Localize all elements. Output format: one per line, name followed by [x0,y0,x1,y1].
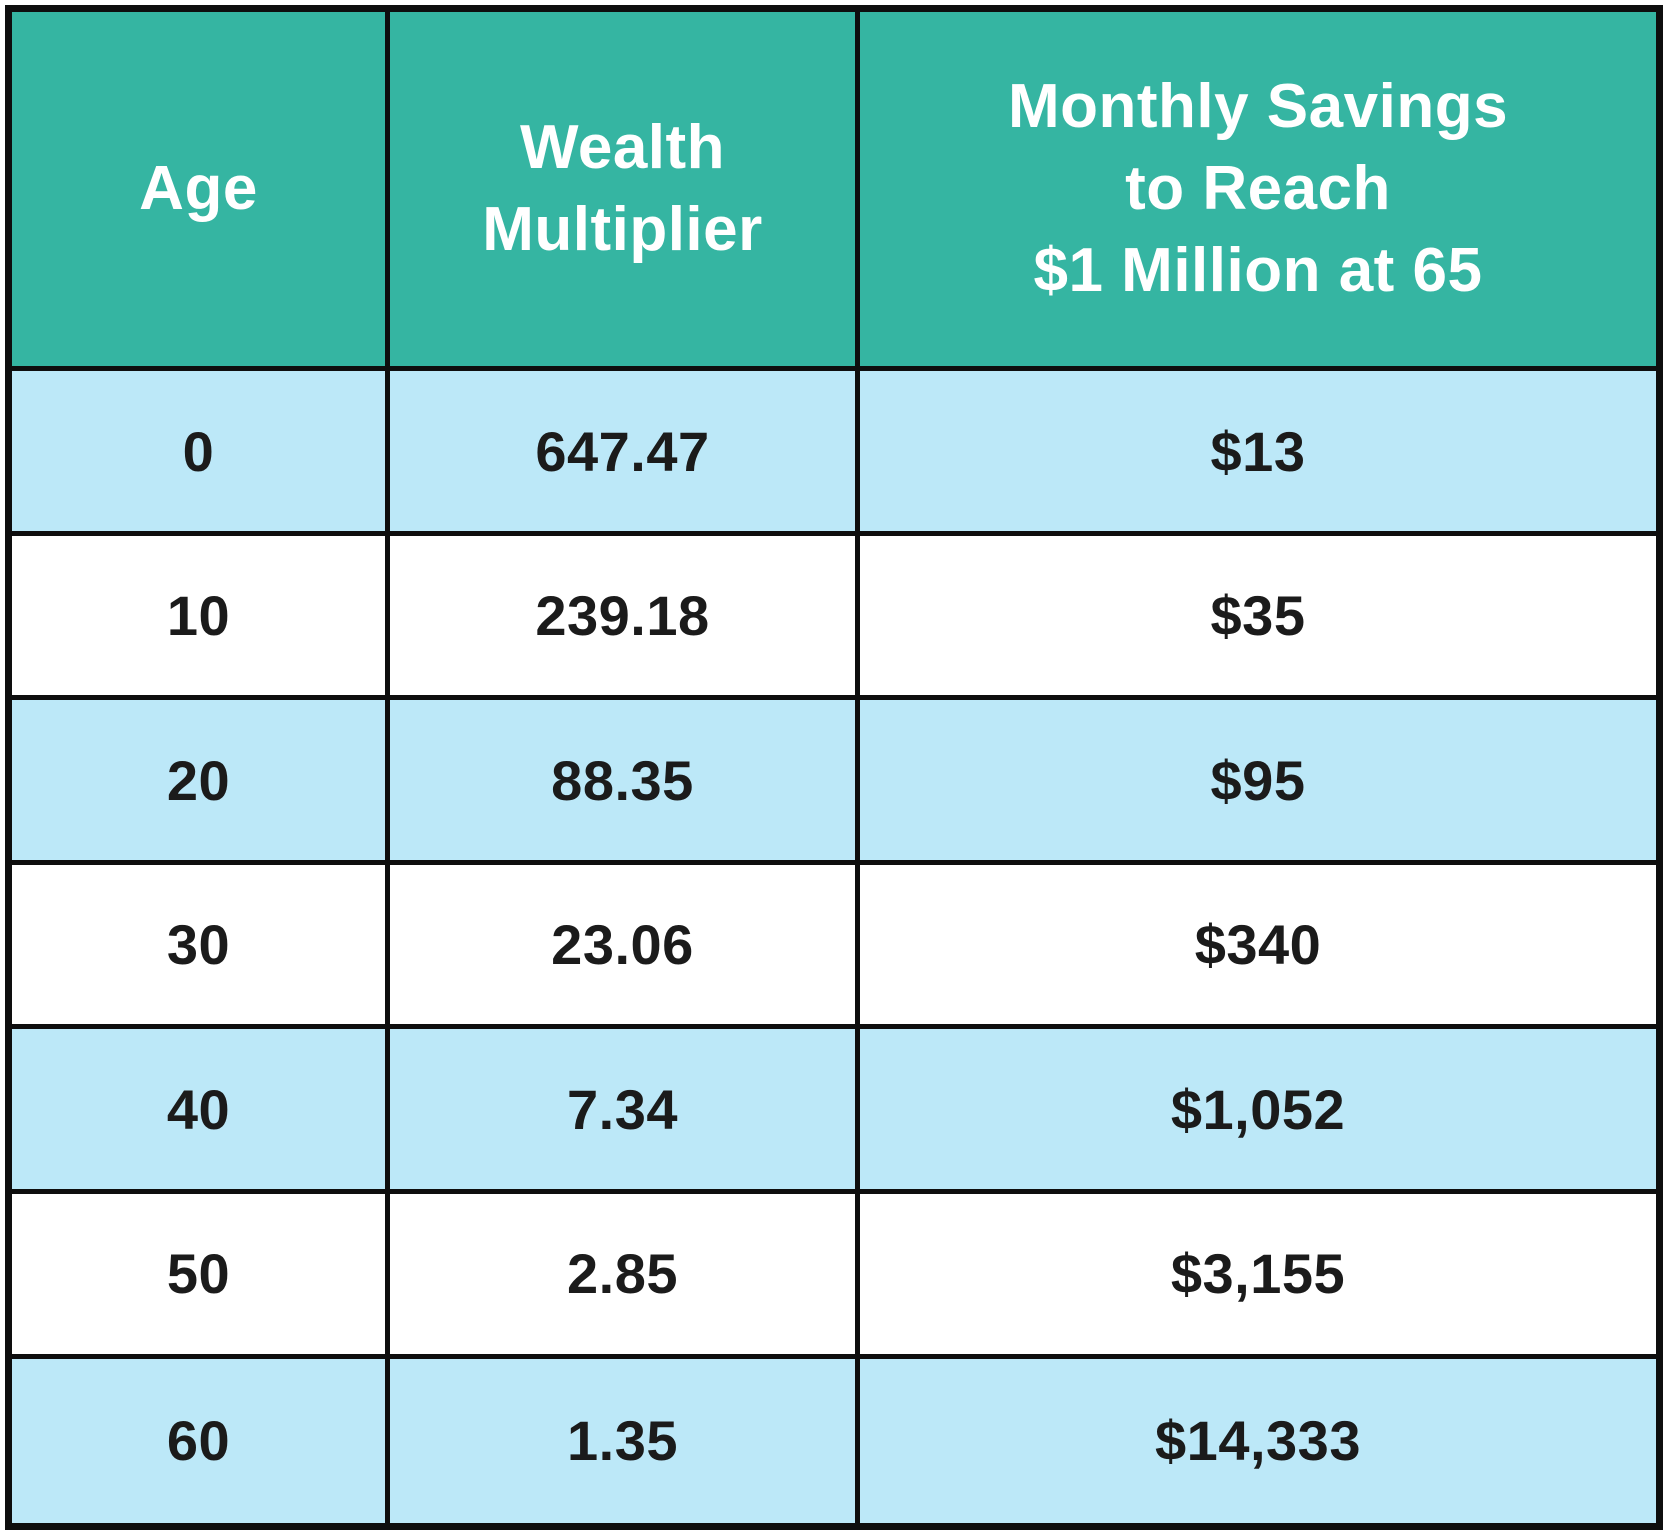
cell-monthly-savings: $14,333 [860,1358,1656,1524]
cell-monthly-savings: $13 [860,371,1656,536]
table-row: 0 647.47 $13 [12,371,1656,536]
cell-wealth-multiplier: 239.18 [390,535,860,701]
cell-age: 10 [12,535,390,701]
cell-age: 20 [12,700,390,865]
cell-wealth-multiplier: 2.85 [390,1193,860,1359]
table-header-row: Age Wealth Multiplier Monthly Savings to… [12,12,1656,372]
table-row: 10 239.18 $35 [12,535,1656,701]
cell-age: 60 [12,1358,390,1524]
table-row: 50 2.85 $3,155 [12,1193,1656,1359]
cell-wealth-multiplier: 7.34 [390,1029,860,1194]
cell-monthly-savings: $95 [860,700,1656,865]
cell-age: 40 [12,1029,390,1194]
table-row: 30 23.06 $340 [12,864,1656,1030]
column-header-monthly-savings: Monthly Savings to Reach $1 Million at 6… [860,12,1656,372]
cell-wealth-multiplier: 88.35 [390,700,860,865]
column-header-wealth-multiplier-line1: Wealth [519,113,726,183]
cell-wealth-multiplier: 23.06 [390,864,860,1030]
column-header-monthly-savings-line1: Monthly Savings [1007,72,1509,142]
cell-age: 0 [12,371,390,536]
table-row: 20 88.35 $95 [12,700,1656,865]
column-header-wealth-multiplier-line2: Multiplier [482,195,763,265]
cell-monthly-savings: $35 [860,535,1656,701]
wealth-multiplier-table: Age Wealth Multiplier Monthly Savings to… [5,5,1663,1530]
cell-wealth-multiplier: 647.47 [390,371,860,536]
cell-monthly-savings: $3,155 [860,1193,1656,1359]
column-header-monthly-savings-line3: $1 Million at 65 [1033,236,1483,306]
table-row: 40 7.34 $1,052 [12,1029,1656,1194]
column-header-wealth-multiplier: Wealth Multiplier [390,12,860,372]
cell-monthly-savings: $340 [860,864,1656,1030]
column-header-age: Age [12,12,390,372]
column-header-monthly-savings-line2: to Reach [1125,154,1391,224]
cell-monthly-savings: $1,052 [860,1029,1656,1194]
cell-wealth-multiplier: 1.35 [390,1358,860,1524]
table-row: 60 1.35 $14,333 [12,1358,1656,1524]
column-header-age-label: Age [139,154,258,224]
cell-age: 50 [12,1193,390,1359]
cell-age: 30 [12,864,390,1030]
